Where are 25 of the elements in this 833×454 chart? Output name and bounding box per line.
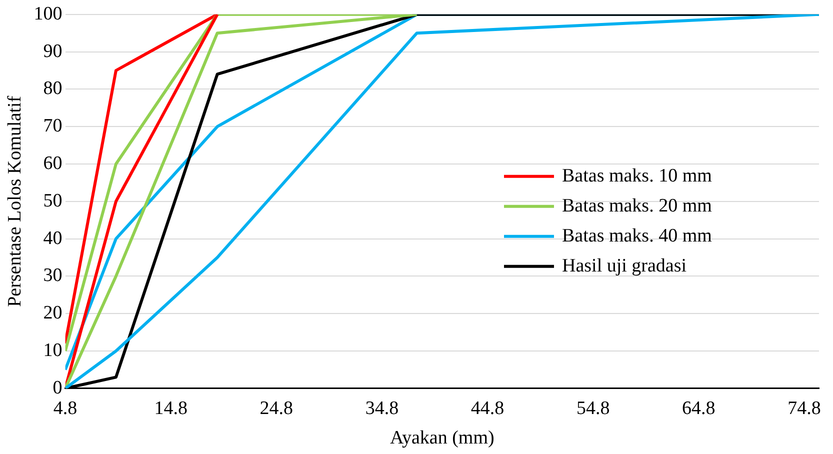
y-tick-label: 10 xyxy=(43,340,62,361)
x-tick-label: 64.8 xyxy=(682,398,716,419)
y-tick-label: 0 xyxy=(52,377,62,398)
x-tick-label: 4.8 xyxy=(53,398,78,419)
x-tick-label: 34.8 xyxy=(365,398,399,419)
y-tick-label: 30 xyxy=(43,265,62,286)
x-tick-label: 54.8 xyxy=(576,398,610,419)
x-tick-label: 74.8 xyxy=(788,398,821,419)
x-axis-title: Ayakan (mm) xyxy=(390,428,494,449)
y-tick-label: 70 xyxy=(43,116,62,137)
y-tick-label: 40 xyxy=(43,228,62,249)
legend-label: Batas maks. 20 mm xyxy=(562,195,712,216)
x-tick-label: 14.8 xyxy=(154,398,188,419)
legend-label: Batas maks. 40 mm xyxy=(562,225,712,246)
y-tick-label: 90 xyxy=(43,40,62,62)
x-tick-label: 24.8 xyxy=(260,398,294,419)
y-tick-label: 20 xyxy=(43,302,62,324)
y-tick-label: 80 xyxy=(43,78,62,100)
y-tick-label: 100 xyxy=(34,3,62,24)
y-axis-title: Persentase Lolos Komulatif xyxy=(4,95,26,307)
y-tick-label: 60 xyxy=(43,152,62,174)
legend-label: Hasil uji gradasi xyxy=(562,255,687,276)
legend-label: Batas maks. 10 mm xyxy=(562,165,712,186)
x-tick-label: 44.8 xyxy=(470,398,504,419)
y-tick-label: 50 xyxy=(43,190,62,212)
